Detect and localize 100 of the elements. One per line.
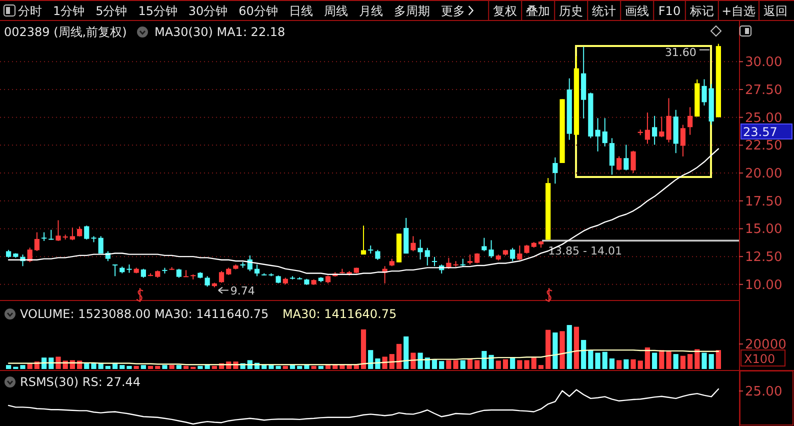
- bar: [439, 361, 444, 369]
- text: 周线: [324, 4, 348, 18]
- bar: [482, 350, 487, 369]
- bar: [183, 366, 189, 369]
- text: 23.57: [743, 125, 778, 139]
- bar: [204, 365, 210, 369]
- candlestick: [84, 225, 90, 240]
- text: 统计: [592, 4, 616, 18]
- candlestick: [609, 138, 615, 176]
- text: 标记: [688, 4, 714, 18]
- bar: [318, 366, 324, 369]
- y-tick-label: 20.00: [745, 166, 782, 182]
- bar: [694, 349, 700, 369]
- chart-title: RSMS(30) RS: 27.44: [20, 375, 141, 389]
- candlestick: [432, 256, 438, 267]
- y-tick-label: 10.00: [745, 278, 782, 293]
- bar: [410, 352, 416, 369]
- bar: [453, 360, 458, 369]
- annotation: 9.74: [230, 284, 255, 298]
- chart-subtitle: MA30: 1411640.75: [282, 307, 397, 321]
- bar: [510, 358, 516, 369]
- bar: [680, 356, 686, 369]
- bar: [120, 365, 125, 369]
- bar: [552, 332, 558, 369]
- bar: [148, 366, 154, 369]
- bar: [169, 365, 174, 369]
- bar: [581, 340, 586, 369]
- text: 30分钟: [188, 4, 228, 18]
- bar: [155, 366, 160, 369]
- bar: [262, 365, 267, 369]
- bar: [524, 360, 530, 369]
- candlestick: [616, 156, 622, 171]
- bar: [595, 352, 600, 369]
- bar: [560, 331, 565, 369]
- candlestick: [510, 247, 516, 262]
- text: 叠加: [526, 4, 550, 18]
- candlestick: [624, 144, 629, 171]
- candlestick: [112, 264, 118, 277]
- bar: [588, 350, 594, 369]
- bar: [566, 325, 572, 369]
- bar: [20, 365, 26, 369]
- y-tick-label: 15.00: [745, 222, 782, 238]
- y-tick-label: 17.50: [745, 194, 782, 210]
- bar: [360, 329, 366, 369]
- text: 15分钟: [138, 4, 178, 18]
- candlestick: [630, 150, 636, 174]
- bar: [6, 365, 12, 369]
- bar: [134, 366, 139, 369]
- candlestick: [56, 220, 61, 242]
- bar: [126, 366, 132, 369]
- bar: [616, 360, 622, 369]
- bar: [176, 365, 182, 369]
- bar: [446, 360, 452, 369]
- bar: [354, 365, 359, 369]
- bar: [666, 350, 672, 369]
- candlestick: [418, 239, 423, 260]
- y-tick-label: 30.00: [745, 55, 782, 70]
- bar: [325, 365, 331, 369]
- bar: [531, 358, 536, 369]
- bar: [602, 352, 608, 369]
- candlestick: [126, 264, 132, 274]
- candlestick: [680, 124, 686, 157]
- text: 5分钟: [96, 4, 128, 18]
- candlestick: [595, 118, 600, 152]
- bar: [311, 366, 316, 369]
- candlestick: [218, 270, 224, 284]
- bar: [496, 360, 501, 369]
- bar: [140, 365, 146, 369]
- candlestick: [204, 276, 210, 288]
- candlestick: [254, 264, 260, 277]
- bar: [404, 336, 409, 369]
- text: F10: [658, 4, 681, 18]
- candlestick: [602, 118, 608, 147]
- bar: [708, 354, 714, 369]
- bar: [290, 365, 296, 369]
- bar: [630, 359, 636, 369]
- bar: [546, 330, 551, 369]
- bar: [659, 350, 664, 369]
- bar: [638, 360, 643, 369]
- line-series: [8, 148, 720, 275]
- candlestick: [702, 78, 707, 106]
- bar: [396, 344, 402, 369]
- y-axis-title: X100: [744, 352, 776, 366]
- bar: [276, 366, 281, 369]
- text: +自选: [722, 4, 756, 18]
- text: 20000: [745, 338, 786, 352]
- candlestick: [98, 236, 104, 254]
- bar: [304, 365, 310, 369]
- candlestick: [48, 229, 54, 240]
- bar: [488, 354, 494, 369]
- candlestick: [488, 240, 494, 258]
- candlestick: [424, 247, 430, 266]
- bar: [687, 354, 693, 369]
- candlestick: [666, 98, 672, 143]
- candlestick: [360, 225, 366, 256]
- bar: [652, 352, 658, 369]
- candlestick: [34, 232, 40, 252]
- bar: [212, 366, 217, 369]
- bar: [460, 360, 466, 369]
- text: 日线: [288, 4, 313, 18]
